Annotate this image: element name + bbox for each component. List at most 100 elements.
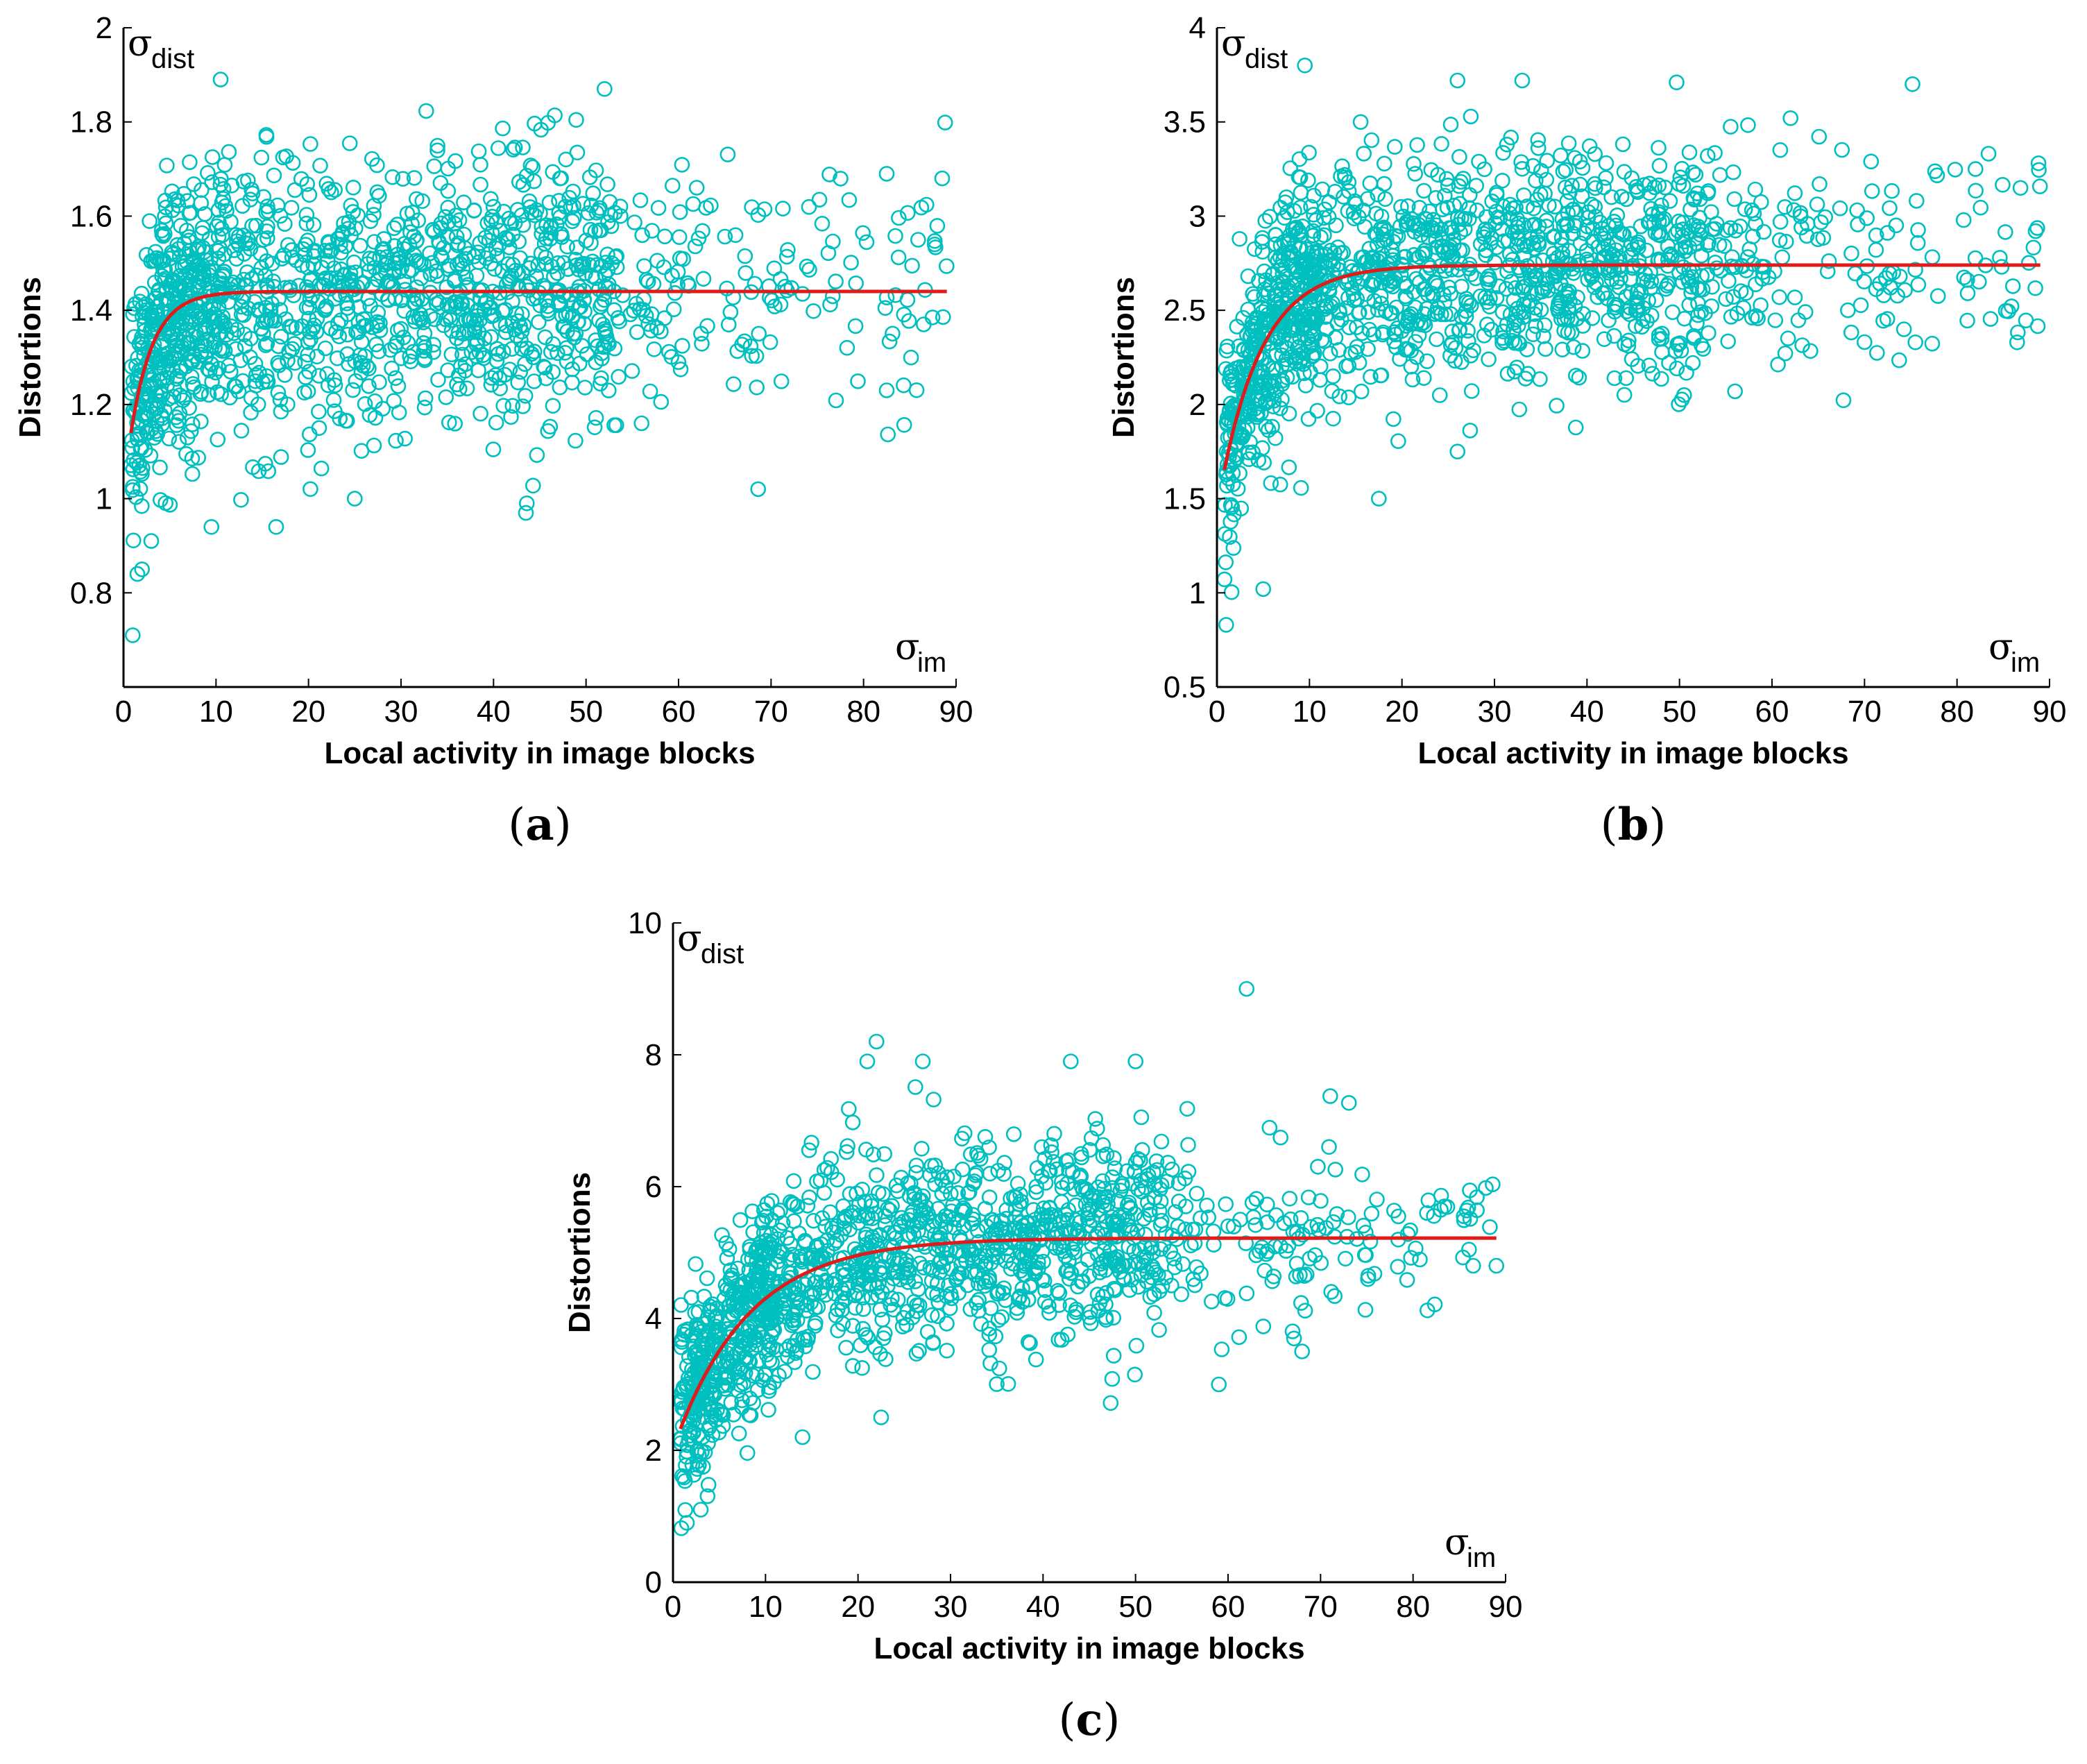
- scatter-point: [477, 230, 493, 246]
- x-tick-label: 60: [662, 695, 696, 729]
- y-tick-label: 0: [645, 1566, 662, 1600]
- scatter-point: [1291, 151, 1308, 167]
- scatter-point: [739, 1445, 756, 1461]
- scatter-point: [1390, 1208, 1406, 1225]
- scatter-point: [386, 393, 402, 409]
- scatter-point: [850, 373, 866, 389]
- scatter-point: [900, 205, 916, 221]
- scatter-point: [339, 326, 356, 343]
- scatter-point: [1059, 1212, 1075, 1228]
- scatter-point: [1723, 119, 1739, 135]
- scatter-point: [1143, 1240, 1159, 1256]
- scatter-point: [1843, 324, 1859, 341]
- scatter-point: [690, 1427, 706, 1443]
- scatter-point: [266, 167, 282, 184]
- scatter-point: [552, 296, 569, 312]
- scatter-point: [1571, 369, 1587, 386]
- scatter-point: [1587, 146, 1603, 162]
- scatter-point: [369, 157, 385, 173]
- scatter-point: [1278, 189, 1295, 205]
- scatter-point: [167, 191, 183, 207]
- scatter-point: [863, 1260, 880, 1276]
- scatter-point: [1613, 189, 1630, 205]
- scatter-point: [157, 192, 173, 209]
- scatter-point: [1726, 191, 1743, 207]
- scatter-point: [204, 373, 220, 390]
- scatter-point: [1868, 241, 1884, 258]
- scatter-point: [126, 329, 142, 345]
- scatter-point: [1216, 571, 1233, 588]
- scatter-point: [1005, 1255, 1021, 1272]
- scatter-point: [513, 207, 530, 223]
- x-symbol-subscript: im: [917, 647, 946, 678]
- scatter-point: [1864, 183, 1880, 199]
- scatter-point: [2004, 278, 2021, 294]
- scatter-point: [1360, 1268, 1377, 1284]
- scatter-point: [1258, 418, 1275, 435]
- scatter-point: [1293, 1295, 1309, 1311]
- scatter-point: [1180, 1164, 1197, 1180]
- scatter-point: [927, 232, 943, 249]
- scatter-point: [215, 266, 232, 282]
- scatter-point: [358, 317, 375, 334]
- scatter-point: [673, 1339, 690, 1355]
- scatter-point: [1322, 252, 1338, 268]
- scatter-point: [1607, 299, 1624, 316]
- scatter-point: [1061, 1253, 1077, 1269]
- scatter-point: [989, 1249, 1006, 1266]
- scatter-point: [323, 242, 339, 258]
- scatter-point: [1959, 272, 1975, 288]
- scatter-point: [1569, 289, 1585, 305]
- scatter-point: [696, 1316, 713, 1332]
- scatter-point: [916, 1260, 932, 1276]
- scatter-point: [181, 400, 197, 416]
- scatter-point: [1385, 233, 1402, 250]
- scatter-point: [1062, 1053, 1079, 1069]
- scatter-point: [674, 337, 690, 354]
- scatter-point: [1897, 282, 1913, 298]
- scatter-point: [1377, 191, 1393, 207]
- scatter-point: [642, 383, 658, 400]
- scatter-point: [574, 337, 590, 354]
- scatter-point: [253, 320, 269, 337]
- scatter-point: [593, 296, 610, 312]
- scatter-point: [1856, 273, 1873, 290]
- scatter-point: [794, 1429, 811, 1445]
- y-tick-label: 1.5: [1164, 482, 1206, 516]
- y-symbol-subscript: dist: [701, 939, 744, 969]
- scatter-point: [857, 1194, 873, 1210]
- scatter-point: [981, 1321, 998, 1337]
- scatter-point: [1488, 1257, 1504, 1274]
- scatter-point: [1389, 320, 1406, 337]
- scatter-point: [683, 1370, 699, 1386]
- x-tick-label: 90: [1489, 1590, 1523, 1624]
- y-tick-label: 2: [96, 11, 112, 45]
- scatter-point: [1232, 230, 1247, 247]
- scatter-point: [258, 127, 275, 143]
- scatter-point: [939, 1342, 955, 1359]
- scatter-point: [1469, 1202, 1485, 1219]
- scatter-point: [685, 196, 701, 212]
- x-tick-label: 20: [841, 1590, 875, 1624]
- scatter-point: [1091, 1264, 1108, 1280]
- y-tick-label: 1: [1189, 576, 1206, 610]
- scatter-point: [1557, 179, 1574, 196]
- scatter-point: [1449, 72, 1466, 89]
- scatter-point: [593, 258, 609, 274]
- scatter-point: [1068, 1212, 1084, 1228]
- scatter-point: [1102, 1251, 1118, 1267]
- scatter-point: [726, 376, 742, 392]
- scatter-point: [568, 325, 584, 342]
- scatter-point: [1010, 1176, 1026, 1191]
- scatter-point: [672, 204, 688, 220]
- scatter-point: [1134, 1183, 1150, 1200]
- scatter-point: [204, 174, 220, 190]
- scatter-point: [910, 1281, 926, 1298]
- scatter-point: [640, 273, 656, 290]
- scatter-point: [558, 151, 574, 168]
- scatter-point: [1327, 1288, 1343, 1305]
- y-symbol-sigma: σ: [677, 918, 702, 960]
- scatter-point: [1012, 1221, 1028, 1238]
- scatter-point: [1419, 353, 1436, 369]
- scatter-point: [801, 1189, 817, 1205]
